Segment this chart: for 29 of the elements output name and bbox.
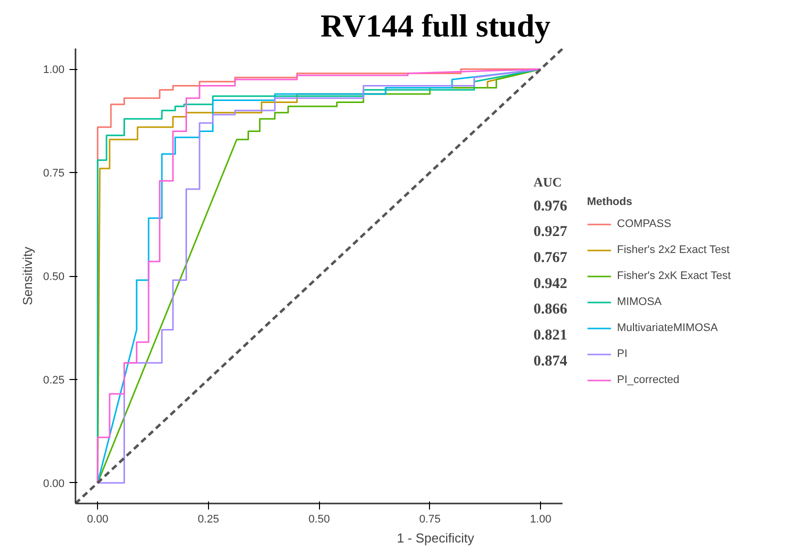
annotation: 0.866	[534, 302, 568, 318]
y-tick-label: 0.00	[43, 478, 65, 490]
legend-label: MIMOSA	[617, 295, 662, 310]
annotation: 0.927	[534, 224, 568, 240]
y-tick-label: 0.25	[43, 374, 65, 386]
x-tick-label: 0.00	[86, 514, 108, 526]
legend-title: Methods	[587, 196, 634, 208]
chart-title: RV144 full study	[320, 8, 551, 44]
annotation: 0.942	[534, 276, 568, 292]
legend-label: PI	[617, 347, 628, 362]
annotation: 0.874	[534, 353, 568, 370]
x-tick-label: 0.75	[419, 514, 441, 526]
y-axis-title: Sensitivity	[20, 246, 36, 306]
x-axis-title: 1 - Specificity	[396, 530, 475, 546]
y-tick-label: 0.75	[43, 168, 65, 180]
x-tick-label: 0.25	[198, 514, 220, 526]
legend-label: Fisher's 2x2 Exact Test	[617, 243, 730, 258]
legend-label: COMPASS	[617, 217, 672, 232]
x-tick-label: 0.50	[308, 514, 330, 526]
y-tick-label: 0.50	[43, 271, 65, 283]
legend-label: PI_corrected	[617, 373, 680, 388]
annotation: 0.767	[534, 250, 568, 266]
annotation: 0.976	[534, 198, 568, 214]
legend-label: Fisher's 2xK Exact Test	[617, 269, 731, 284]
annotation: 0.821	[534, 328, 568, 344]
y-tick-label: 1.00	[43, 64, 65, 76]
legend-label: MultivariateMIMOSA	[617, 321, 718, 336]
annotation: AUC	[534, 174, 562, 190]
x-tick-label: 1.00	[530, 514, 552, 526]
